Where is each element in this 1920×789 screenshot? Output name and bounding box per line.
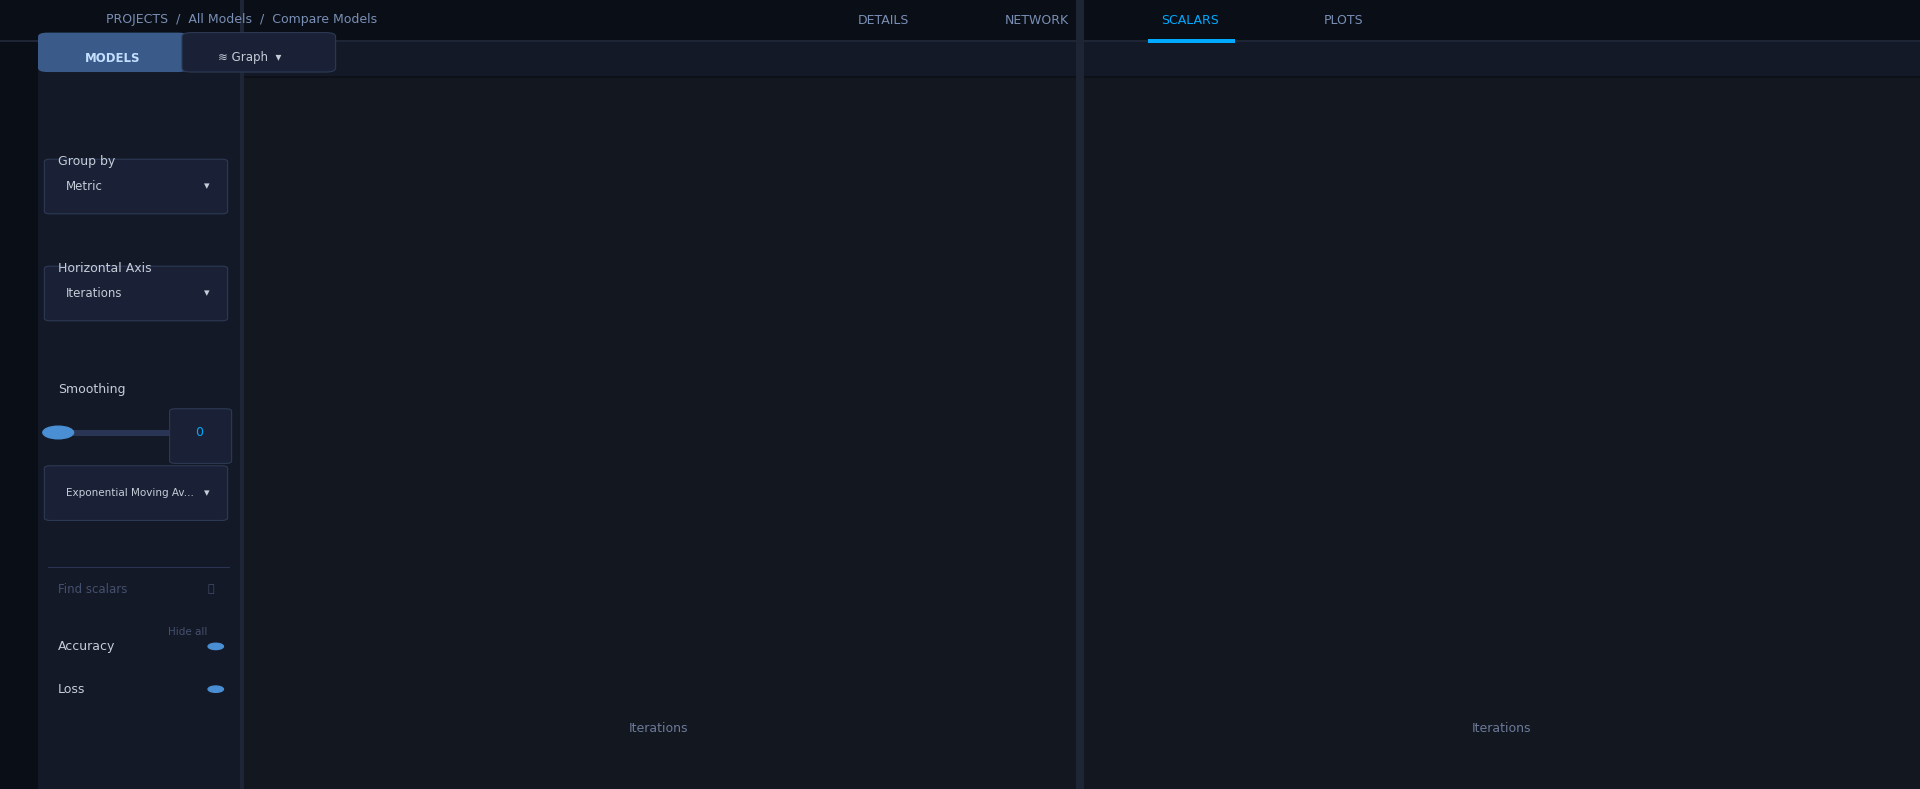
Text: 0: 0 bbox=[196, 426, 204, 439]
Title: Accuracy: Accuracy bbox=[620, 50, 697, 68]
Text: Metric: Metric bbox=[67, 180, 104, 193]
Text: NETWORK: NETWORK bbox=[1004, 13, 1069, 27]
Text: MODELS: MODELS bbox=[84, 51, 140, 65]
Text: ▾: ▾ bbox=[204, 488, 209, 498]
Text: Iterations: Iterations bbox=[628, 722, 687, 735]
Title: Loss: Loss bbox=[1484, 50, 1521, 68]
Text: Iterations: Iterations bbox=[1473, 722, 1532, 735]
Text: Accuracy: Accuracy bbox=[58, 640, 115, 653]
Text: PROJECTS  /  All Models  /  Compare Models: PROJECTS / All Models / Compare Models bbox=[106, 13, 376, 27]
Text: Find scalars: Find scalars bbox=[58, 583, 127, 596]
Text: PLOTS: PLOTS bbox=[1325, 13, 1363, 27]
Text: 🔍: 🔍 bbox=[207, 585, 215, 594]
Text: Hide all: Hide all bbox=[169, 627, 207, 638]
Text: ≋ Graph  ▾: ≋ Graph ▾ bbox=[219, 51, 282, 65]
Text: Exponential Moving Av...: Exponential Moving Av... bbox=[67, 488, 194, 498]
Text: Iterations: Iterations bbox=[67, 287, 123, 300]
Text: SCALARS: SCALARS bbox=[1162, 13, 1219, 27]
Text: Horizontal Axis: Horizontal Axis bbox=[58, 262, 152, 275]
Text: ▾: ▾ bbox=[204, 181, 209, 192]
Text: ▾: ▾ bbox=[204, 289, 209, 298]
Text: Loss: Loss bbox=[58, 682, 86, 696]
Text: DETAILS: DETAILS bbox=[858, 13, 908, 27]
Text: Smoothing: Smoothing bbox=[58, 383, 125, 396]
Text: Group by: Group by bbox=[58, 155, 115, 168]
